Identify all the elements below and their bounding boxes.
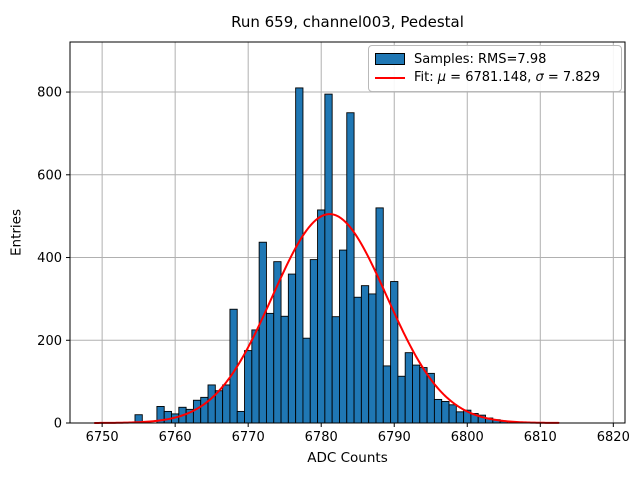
histogram-bar — [244, 350, 253, 424]
legend-entry-samples: Samples: RMS=7.98 — [375, 50, 613, 69]
plot-frame — [69, 41, 626, 424]
histogram-bar — [346, 112, 355, 424]
histogram-bar — [433, 398, 443, 424]
y-axis-label: Entries — [8, 208, 25, 257]
histogram-bar — [214, 390, 224, 424]
histogram-bar — [455, 411, 465, 424]
histogram-bar — [412, 364, 421, 424]
legend-fit-mu-value: = 6781.148, — [446, 70, 536, 86]
histogram-bar — [382, 365, 392, 424]
histogram-bar — [397, 375, 406, 424]
histogram-bar — [258, 241, 267, 424]
legend-samples-swatch — [375, 53, 405, 66]
histogram-bar — [390, 281, 399, 424]
histogram-bar — [331, 316, 340, 424]
x-tick-label: 6800 — [451, 430, 484, 445]
histogram-bar — [360, 285, 370, 424]
y-tick-label: 600 — [37, 168, 62, 183]
legend-entry-fit: Fit: μ = 6781.148, σ = 7.829 — [375, 69, 613, 88]
histogram-bar — [236, 410, 245, 424]
histogram-bar — [265, 312, 275, 424]
histogram-bar — [287, 273, 297, 424]
x-tick-label: 6820 — [597, 430, 630, 445]
histogram-bar — [375, 207, 384, 424]
histogram-bar — [441, 401, 450, 424]
histogram-bar — [309, 259, 319, 424]
histogram-bar — [404, 352, 413, 424]
y-tick-label: 800 — [37, 86, 62, 101]
legend-box: Samples: RMS=7.98 Fit: μ = 6781.148, σ =… — [368, 45, 622, 92]
histogram-bar — [302, 337, 311, 424]
y-tick-label: 200 — [37, 334, 62, 349]
x-tick-label: 6770 — [232, 430, 265, 445]
histogram-bar — [324, 93, 333, 424]
histogram-bar — [419, 367, 428, 424]
legend-fit-sigma-symbol: σ — [535, 70, 544, 86]
fit-curve — [93, 213, 560, 424]
histogram-bar — [192, 399, 202, 424]
histogram-bar — [368, 293, 377, 424]
chart-title: Run 659, channel003, Pedestal — [231, 13, 464, 31]
histogram-bar — [251, 329, 260, 424]
x-tick-label: 6810 — [524, 430, 557, 445]
histogram-bar — [229, 308, 238, 424]
x-tick-label: 6790 — [378, 430, 411, 445]
legend-samples-label: Samples: RMS=7.98 — [414, 51, 547, 67]
y-tick-label: 400 — [37, 251, 62, 266]
legend-fit-sigma-value: = 7.829 — [543, 70, 601, 86]
legend-fit-mu-symbol: μ — [437, 70, 447, 86]
histogram-bar — [339, 249, 348, 424]
legend-fit-line-swatch — [375, 76, 405, 79]
histogram-bar — [317, 209, 326, 424]
histogram-bar — [295, 87, 304, 424]
x-axis-label: ADC Counts — [307, 450, 388, 466]
histogram-bar — [280, 315, 289, 424]
x-tick-label: 6780 — [305, 430, 338, 445]
x-tick-label: 6750 — [86, 430, 119, 445]
histogram-bar — [207, 384, 216, 424]
histogram-bar — [353, 296, 362, 424]
histogram-bar — [163, 410, 172, 424]
histogram-bar — [222, 384, 231, 424]
legend-fit-label: Fit: μ = 6781.148, σ = 7.829 — [414, 70, 600, 85]
y-tick-label: 0 — [54, 417, 62, 432]
histogram-bar — [448, 404, 457, 424]
x-tick-label: 6760 — [159, 430, 192, 445]
legend-fit-prefix: Fit: — [414, 70, 438, 86]
